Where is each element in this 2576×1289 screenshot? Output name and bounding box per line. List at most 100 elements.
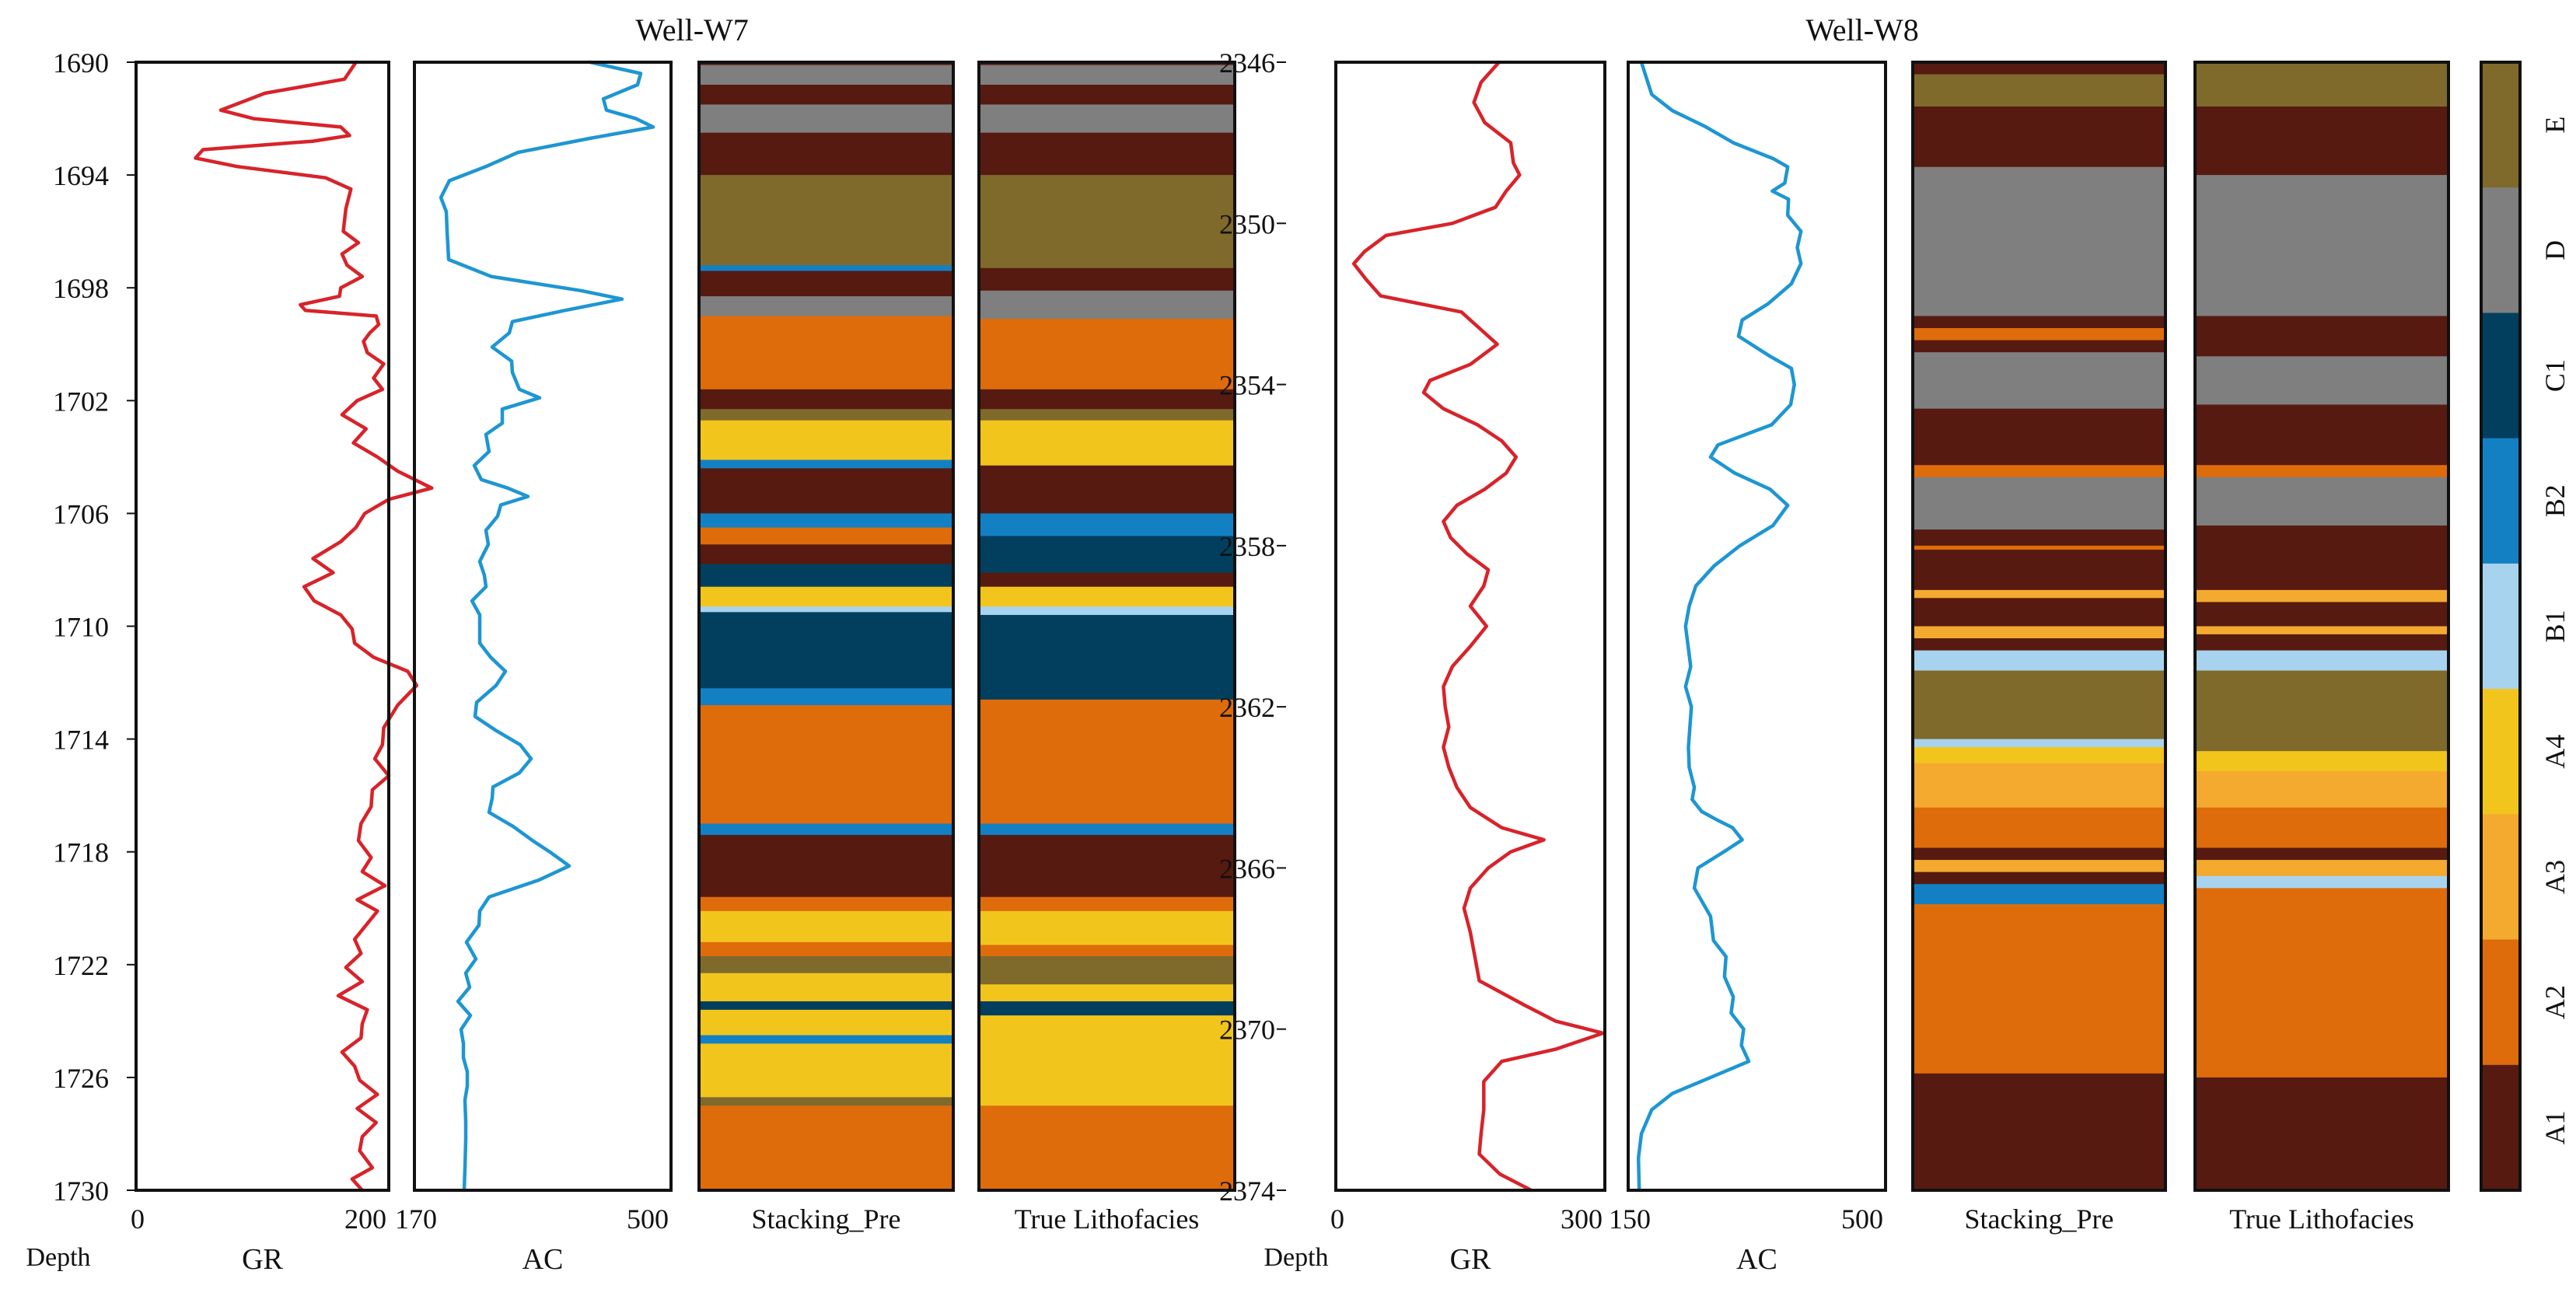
facies-interval-A1: [699, 468, 953, 514]
facies-interval-A1: [699, 544, 953, 565]
facies-interval-B1: [2195, 875, 2448, 889]
track-name-label: AC: [1736, 1243, 1777, 1276]
legend-frame: [2480, 61, 2522, 1192]
x-max-label: 300: [1561, 1203, 1603, 1235]
facies-interval-A1: [979, 389, 1235, 410]
facies-interval-A4: [979, 420, 1235, 466]
facies-interval-A4: [699, 910, 953, 943]
facies-interval-B2: [1913, 884, 2165, 905]
facies-interval-A4: [979, 910, 1235, 945]
ac-log-curve: [1636, 60, 1803, 1193]
depth-tick-label: 2358: [1219, 531, 1275, 562]
facies-interval-A2: [979, 319, 1235, 390]
facies-interval-E: [699, 409, 953, 421]
facies-column-frame: [2193, 61, 2450, 1192]
depth-tick-label: 2350: [1219, 208, 1275, 239]
x-min-label: 0: [131, 1203, 145, 1235]
facies-interval-B2: [699, 688, 953, 706]
depth-tick-label: 2374: [1219, 1175, 1275, 1207]
facies-interval-E: [1913, 74, 2165, 107]
facies-interval-A1: [2195, 847, 2448, 861]
legend-label-A3: A3: [2539, 860, 2571, 894]
facies-interval-B1: [1913, 650, 2165, 672]
facies-column-label: Stacking_Pre: [1965, 1203, 2114, 1235]
facies-interval-A3: [1913, 589, 2165, 599]
track-name-label: AC: [523, 1243, 564, 1276]
facies-interval-E: [699, 175, 953, 266]
facies-column-frame: [1911, 61, 2167, 1192]
facies-interval-A1: [2195, 1077, 2448, 1191]
depth-tick-label: 1710: [53, 612, 109, 643]
legend-label-D: D: [2539, 240, 2571, 260]
facies-interval-A2: [699, 941, 953, 957]
facies-interval-A1: [699, 132, 953, 176]
facies-interval-A2: [979, 1106, 1235, 1191]
facies-interval-B2: [699, 265, 953, 271]
facies-interval-A1: [2195, 602, 2448, 627]
legend-label-C1: C1: [2539, 359, 2571, 392]
facies-interval-B1: [699, 606, 953, 613]
facies-interval-A1: [2195, 107, 2448, 176]
facies-interval-A4: [699, 586, 953, 607]
facies-interval-B2: [979, 823, 1235, 836]
facies-interval-A2: [979, 699, 1235, 824]
facies-interval-A2: [699, 527, 953, 545]
legend-swatch-B2: [2481, 438, 2520, 564]
facies-column-frame: [977, 61, 1236, 1192]
facies-interval-E: [699, 955, 953, 974]
depth-tick-label: 1714: [53, 725, 109, 756]
legend-label-A1: A1: [2539, 1110, 2571, 1144]
facies-interval-A1: [1913, 340, 2165, 353]
facies-interval-A2: [699, 1106, 953, 1191]
gr-track-frame: [1334, 61, 1606, 1192]
facies-interval-A3: [1913, 860, 2165, 873]
legend-swatch-E: [2481, 62, 2520, 188]
facies-interval-A1: [1913, 316, 2165, 329]
depth-tick-label: 1702: [53, 386, 109, 417]
facies-column-label: Stacking_Pre: [752, 1203, 901, 1235]
facies-interval-A2: [2195, 807, 2448, 849]
facies-interval-A2: [2195, 465, 2448, 478]
facies-interval-A2: [2195, 888, 2448, 1078]
x-max-label: 200: [344, 1203, 386, 1235]
facies-interval-B2: [699, 513, 953, 529]
legend-label-B1: B1: [2539, 610, 2571, 642]
facies-interval-E: [699, 1097, 953, 1106]
facies-interval-A1: [2195, 525, 2448, 591]
facies-interval-E: [979, 175, 1235, 269]
x-max-label: 500: [1841, 1203, 1883, 1235]
facies-interval-A3: [2195, 589, 2448, 603]
facies-interval-D: [699, 104, 953, 134]
facies-interval-C1: [979, 1001, 1235, 1016]
legend-label-B2: B2: [2539, 484, 2571, 517]
facies-interval-A2: [1913, 465, 2165, 478]
facies-interval-B2: [699, 459, 953, 469]
facies-interval-D: [979, 65, 1235, 86]
depth-tick-label: 2354: [1219, 370, 1275, 401]
facies-interval-A2: [979, 945, 1235, 957]
facies-interval-A1: [1913, 847, 2165, 861]
facies-interval-D: [699, 296, 953, 316]
facies-interval-E: [2195, 670, 2448, 752]
x-min-label: 150: [1609, 1203, 1651, 1235]
facies-interval-A1: [699, 834, 953, 898]
legend-label-A2: A2: [2539, 985, 2571, 1019]
facies-interval-A1: [699, 62, 953, 66]
facies-interval-C1: [699, 564, 953, 588]
facies-interval-A4: [699, 973, 953, 1002]
facies-interval-E: [2195, 62, 2448, 107]
facies-interval-A1: [699, 389, 953, 410]
x-max-label: 500: [627, 1203, 669, 1235]
facies-interval-A1: [1913, 107, 2165, 168]
legend-swatch-C1: [2481, 313, 2520, 439]
facies-interval-A4: [2195, 751, 2448, 772]
depth-tick-label: 2366: [1219, 853, 1275, 884]
depth-tick-label: 1694: [53, 160, 109, 191]
depth-tick-label: 1698: [53, 273, 109, 304]
facies-interval-C1: [979, 536, 1235, 574]
facies-column-frame: [697, 61, 955, 1192]
facies-interval-B2: [699, 823, 953, 836]
well-title: Well-W8: [1805, 12, 1919, 47]
facies-interval-A1: [699, 85, 953, 105]
facies-interval-A4: [979, 984, 1235, 1002]
